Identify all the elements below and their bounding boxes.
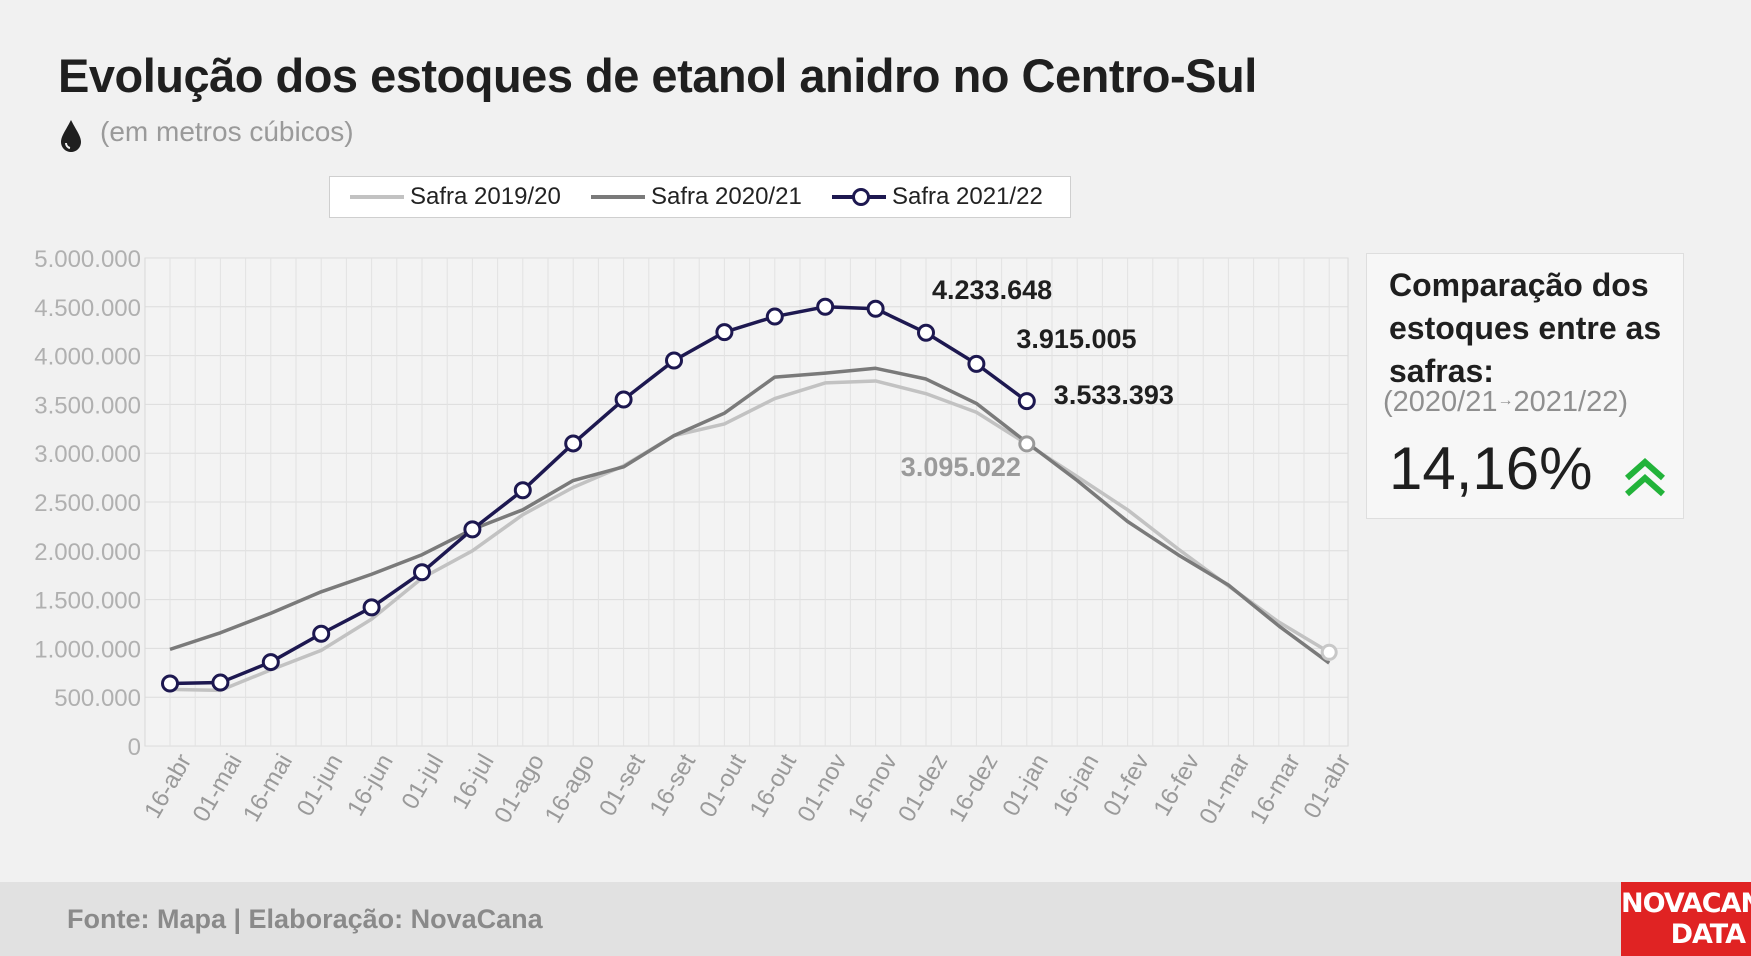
data-label: 3.095.022 [901,452,1021,482]
legend-swatch-2021-22 [832,188,886,206]
y-tick-label: 2.500.000 [34,490,141,517]
series-2-point [362,598,381,617]
page-title: Evolução dos estoques de etanol anidro n… [58,49,1257,102]
x-tick-label: 01-fev [1098,750,1155,821]
footer: Fonte: Mapa | Elaboração: NovaCana [0,882,1751,956]
legend-swatch-2019-20 [350,195,404,199]
series-2-point [161,674,179,693]
series-line-0 [169,379,1331,693]
series-2-point [715,323,734,342]
x-tick-label: 01-jul [396,750,449,814]
y-tick-label: 5.000.000 [34,246,141,273]
comparison-panel: Comparação dos estoques entre as safras:… [1366,253,1684,519]
chart-subtitle: (em metros cúbicos) [100,116,354,147]
panel-range-from: (2020/21 [1383,386,1498,418]
y-tick-label: 500.000 [54,685,141,712]
x-tick-label: 16-jul [447,750,500,814]
y-tick-label: 1.000.000 [34,636,141,663]
series-2-point [463,520,482,539]
source-note: Fonte: Mapa | Elaboração: NovaCana [67,904,543,934]
series-2-point [614,390,633,409]
x-tick-label: 01-mai [188,750,248,827]
x-tick-label: 01-nov [792,750,852,827]
arrow-right-icon: → [1497,392,1514,409]
logo-line-2: DATA [1670,919,1746,950]
series-0-point [1018,435,1036,453]
series-2-point [564,434,583,453]
series-2-point [816,297,835,316]
legend-marker [852,188,870,206]
series-2-point [967,354,986,373]
y-tick-label: 4.500.000 [34,295,141,322]
series-line-1 [169,366,1331,665]
chart-legend: Safra 2019/20 Safra 2020/21 Safra 2021/2… [329,176,1071,218]
x-tick-label: 01-jan [997,750,1054,821]
x-tick-label: 16-dez [944,750,1004,827]
legend-item-2019-20: Safra 2019/20 [350,177,561,217]
y-tick-label: 3.500.000 [34,392,141,419]
x-tick-label: 01-abr [1298,749,1356,823]
novacana-data-logo: NOVACANA DATA [1621,882,1751,956]
x-tick-label: 16-nov [843,750,903,827]
panel-title: Comparação dos estoques entre as safras: [1389,267,1662,389]
data-label: 4.233.648 [932,275,1052,305]
data-label: 3.533.393 [1054,380,1174,410]
series-2-point [665,351,683,370]
series-2-point [261,653,280,672]
series-2-point [413,563,431,582]
legend-item-2020-21: Safra 2020/21 [591,177,802,217]
x-tick-label: 16-mai [238,750,298,827]
legend-swatch-2020-21 [591,195,645,199]
logo-line-1: NOVACANA [1621,888,1751,919]
x-tick-label: 01-dez [893,750,953,827]
panel-comparison-range: (2020/21→2021/22) [1383,386,1628,419]
legend-label: Safra 2019/20 [410,183,561,210]
x-tick-label: 01-set [594,749,651,821]
series-2-point [1017,392,1036,411]
series-line-2 [169,305,1028,686]
double-chevron-up-icon [1625,457,1665,497]
y-tick-label: 2.000.000 [34,539,141,566]
legend-label: Safra 2020/21 [651,183,802,210]
line-chart: 0 500.000 1.000.000 1.500.000 2.000.000 2.500… [34,246,1356,829]
series-2-point [312,624,331,643]
x-tick-label: 16-set [644,749,701,821]
x-tick-label: 16-jun [342,750,399,821]
x-tick-label: 01-out [694,749,752,822]
legend-item-2021-22: Safra 2021/22 [832,177,1043,217]
series-2-point [211,673,230,692]
series-2-point [765,307,784,326]
series-2-point [513,481,532,500]
panel-range-to: 2021/22) [1513,386,1629,418]
panel-change-value: 14,16% [1389,435,1593,502]
legend-label: Safra 2021/22 [892,183,1043,210]
series-0-point [1320,643,1338,661]
x-tick-label: 16-ago [540,750,601,828]
data-label: 3.915.005 [1016,324,1136,354]
drop-icon [61,120,81,152]
y-tick-label: 0 [128,734,141,761]
y-tick-label: 1.500.000 [34,588,141,615]
y-tick-label: 4.000.000 [34,344,141,371]
series-2-point [917,323,935,342]
x-tick-label: 16-jan [1048,750,1105,821]
x-tick-label: 16-mar [1245,750,1306,829]
x-tick-label: 01-jun [292,750,349,821]
y-tick-label: 3.000.000 [34,441,141,468]
series-2-point [866,299,885,318]
